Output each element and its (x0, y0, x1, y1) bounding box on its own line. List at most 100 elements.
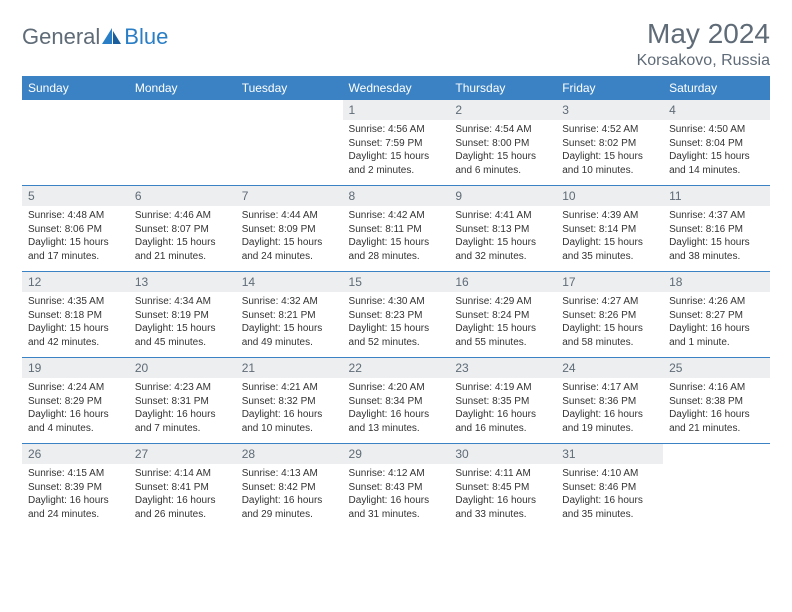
day-body: Sunrise: 4:24 AMSunset: 8:29 PMDaylight:… (22, 378, 129, 443)
calendar-cell: 6Sunrise: 4:46 AMSunset: 8:07 PMDaylight… (129, 186, 236, 272)
sunset-line: Sunset: 8:42 PM (242, 481, 337, 495)
sunset-line: Sunset: 8:23 PM (349, 309, 444, 323)
day-body: Sunrise: 4:34 AMSunset: 8:19 PMDaylight:… (129, 292, 236, 357)
sunset-line: Sunset: 8:07 PM (135, 223, 230, 237)
daylight-line: Daylight: 15 hours and 10 minutes. (562, 150, 657, 177)
daylight-line: Daylight: 16 hours and 21 minutes. (669, 408, 764, 435)
sunset-line: Sunset: 8:29 PM (28, 395, 123, 409)
sunset-line: Sunset: 8:36 PM (562, 395, 657, 409)
sunrise-line: Sunrise: 4:20 AM (349, 381, 444, 395)
sunrise-line: Sunrise: 4:12 AM (349, 467, 444, 481)
daylight-line: Daylight: 16 hours and 24 minutes. (28, 494, 123, 521)
sunset-line: Sunset: 8:41 PM (135, 481, 230, 495)
calendar-table: Sunday Monday Tuesday Wednesday Thursday… (22, 77, 770, 529)
calendar-cell: 17Sunrise: 4:27 AMSunset: 8:26 PMDayligh… (556, 272, 663, 358)
calendar-cell: 3Sunrise: 4:52 AMSunset: 8:02 PMDaylight… (556, 100, 663, 186)
daylight-line: Daylight: 15 hours and 55 minutes. (455, 322, 550, 349)
calendar-cell: 5Sunrise: 4:48 AMSunset: 8:06 PMDaylight… (22, 186, 129, 272)
calendar-cell: 22Sunrise: 4:20 AMSunset: 8:34 PMDayligh… (343, 358, 450, 444)
day-number: 17 (556, 272, 663, 292)
day-header: Wednesday (343, 77, 450, 100)
day-number: 15 (343, 272, 450, 292)
daylight-line: Daylight: 16 hours and 13 minutes. (349, 408, 444, 435)
day-number: 22 (343, 358, 450, 378)
calendar-cell: 15Sunrise: 4:30 AMSunset: 8:23 PMDayligh… (343, 272, 450, 358)
calendar-week: 12Sunrise: 4:35 AMSunset: 8:18 PMDayligh… (22, 272, 770, 358)
sunset-line: Sunset: 7:59 PM (349, 137, 444, 151)
calendar-cell: 24Sunrise: 4:17 AMSunset: 8:36 PMDayligh… (556, 358, 663, 444)
day-number: 20 (129, 358, 236, 378)
sunrise-line: Sunrise: 4:10 AM (562, 467, 657, 481)
day-body: Sunrise: 4:20 AMSunset: 8:34 PMDaylight:… (343, 378, 450, 443)
sunrise-line: Sunrise: 4:16 AM (669, 381, 764, 395)
brand-text-1: General (22, 24, 100, 50)
title-block: May 2024 Korsakovo, Russia (637, 18, 770, 70)
day-body: Sunrise: 4:30 AMSunset: 8:23 PMDaylight:… (343, 292, 450, 357)
daylight-line: Daylight: 15 hours and 45 minutes. (135, 322, 230, 349)
day-number: 11 (663, 186, 770, 206)
day-body: Sunrise: 4:54 AMSunset: 8:00 PMDaylight:… (449, 120, 556, 185)
brand-text-2: Blue (124, 24, 168, 50)
sunrise-line: Sunrise: 4:11 AM (455, 467, 550, 481)
day-body: Sunrise: 4:56 AMSunset: 7:59 PMDaylight:… (343, 120, 450, 185)
day-body: Sunrise: 4:46 AMSunset: 8:07 PMDaylight:… (129, 206, 236, 271)
day-body: Sunrise: 4:52 AMSunset: 8:02 PMDaylight:… (556, 120, 663, 185)
daylight-line: Daylight: 16 hours and 1 minute. (669, 322, 764, 349)
calendar-cell: 29Sunrise: 4:12 AMSunset: 8:43 PMDayligh… (343, 444, 450, 530)
location-text: Korsakovo, Russia (637, 52, 770, 70)
daylight-line: Daylight: 15 hours and 17 minutes. (28, 236, 123, 263)
day-body: Sunrise: 4:44 AMSunset: 8:09 PMDaylight:… (236, 206, 343, 271)
calendar-cell (236, 100, 343, 186)
day-body: Sunrise: 4:19 AMSunset: 8:35 PMDaylight:… (449, 378, 556, 443)
day-body: Sunrise: 4:29 AMSunset: 8:24 PMDaylight:… (449, 292, 556, 357)
day-number: 12 (22, 272, 129, 292)
day-body: Sunrise: 4:26 AMSunset: 8:27 PMDaylight:… (663, 292, 770, 357)
calendar-cell: 13Sunrise: 4:34 AMSunset: 8:19 PMDayligh… (129, 272, 236, 358)
sunset-line: Sunset: 8:31 PM (135, 395, 230, 409)
day-number: 2 (449, 100, 556, 120)
day-number: 3 (556, 100, 663, 120)
sunset-line: Sunset: 8:11 PM (349, 223, 444, 237)
calendar-cell: 25Sunrise: 4:16 AMSunset: 8:38 PMDayligh… (663, 358, 770, 444)
sunrise-line: Sunrise: 4:35 AM (28, 295, 123, 309)
calendar-cell: 16Sunrise: 4:29 AMSunset: 8:24 PMDayligh… (449, 272, 556, 358)
day-header: Sunday (22, 77, 129, 100)
day-number: 16 (449, 272, 556, 292)
sunrise-line: Sunrise: 4:52 AM (562, 123, 657, 137)
daylight-line: Daylight: 15 hours and 35 minutes. (562, 236, 657, 263)
sunrise-line: Sunrise: 4:27 AM (562, 295, 657, 309)
sunrise-line: Sunrise: 4:48 AM (28, 209, 123, 223)
day-body: Sunrise: 4:12 AMSunset: 8:43 PMDaylight:… (343, 464, 450, 529)
daylight-line: Daylight: 15 hours and 21 minutes. (135, 236, 230, 263)
day-number: 7 (236, 186, 343, 206)
daylight-line: Daylight: 16 hours and 29 minutes. (242, 494, 337, 521)
calendar-cell: 14Sunrise: 4:32 AMSunset: 8:21 PMDayligh… (236, 272, 343, 358)
day-body: Sunrise: 4:23 AMSunset: 8:31 PMDaylight:… (129, 378, 236, 443)
sunset-line: Sunset: 8:13 PM (455, 223, 550, 237)
day-number: 8 (343, 186, 450, 206)
sunrise-line: Sunrise: 4:19 AM (455, 381, 550, 395)
daylight-line: Daylight: 16 hours and 19 minutes. (562, 408, 657, 435)
daylight-line: Daylight: 16 hours and 33 minutes. (455, 494, 550, 521)
sunset-line: Sunset: 8:18 PM (28, 309, 123, 323)
day-body: Sunrise: 4:42 AMSunset: 8:11 PMDaylight:… (343, 206, 450, 271)
sunrise-line: Sunrise: 4:13 AM (242, 467, 337, 481)
sunset-line: Sunset: 8:43 PM (349, 481, 444, 495)
day-body: Sunrise: 4:39 AMSunset: 8:14 PMDaylight:… (556, 206, 663, 271)
day-number: 4 (663, 100, 770, 120)
sunset-line: Sunset: 8:00 PM (455, 137, 550, 151)
day-number: 27 (129, 444, 236, 464)
day-number: 10 (556, 186, 663, 206)
day-body: Sunrise: 4:35 AMSunset: 8:18 PMDaylight:… (22, 292, 129, 357)
calendar-cell: 26Sunrise: 4:15 AMSunset: 8:39 PMDayligh… (22, 444, 129, 530)
day-body: Sunrise: 4:13 AMSunset: 8:42 PMDaylight:… (236, 464, 343, 529)
day-number: 1 (343, 100, 450, 120)
sunrise-line: Sunrise: 4:14 AM (135, 467, 230, 481)
sunrise-line: Sunrise: 4:44 AM (242, 209, 337, 223)
sunset-line: Sunset: 8:27 PM (669, 309, 764, 323)
day-header: Saturday (663, 77, 770, 100)
day-number: 19 (22, 358, 129, 378)
sunrise-line: Sunrise: 4:29 AM (455, 295, 550, 309)
day-number: 18 (663, 272, 770, 292)
sunrise-line: Sunrise: 4:46 AM (135, 209, 230, 223)
